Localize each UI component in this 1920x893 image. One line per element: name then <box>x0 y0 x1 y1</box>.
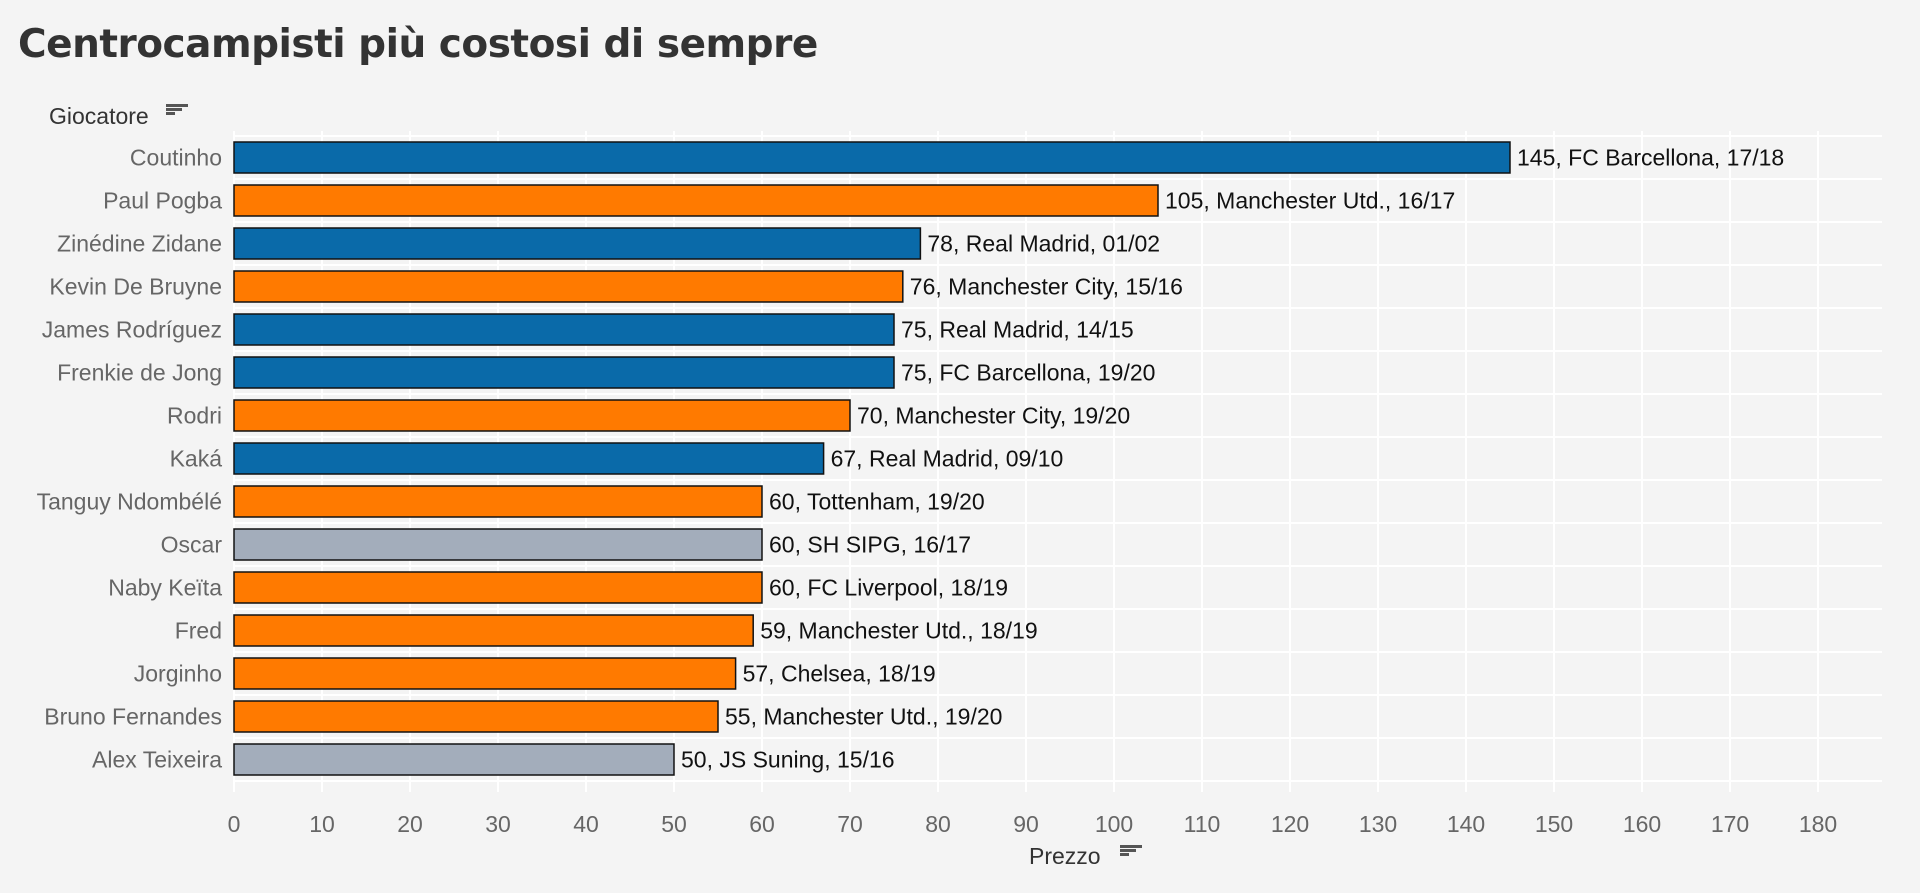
x-tick-label: 150 <box>1535 811 1573 837</box>
x-tick-label: 50 <box>661 811 687 837</box>
bar-6[interactable] <box>233 356 895 389</box>
bar-2[interactable] <box>233 184 1159 217</box>
bar-15[interactable] <box>233 743 675 776</box>
bar-8[interactable] <box>233 442 825 475</box>
bar-12[interactable] <box>233 614 754 647</box>
data-label: 70, Manchester City, 19/20 <box>857 403 1130 429</box>
data-label: 55, Manchester Utd., 19/20 <box>725 704 1002 730</box>
x-tick-label: 0 <box>228 811 241 837</box>
category-label: Kevin De Bruyne <box>49 274 222 300</box>
category-label: Jorginho <box>134 661 222 687</box>
x-tick-label: 90 <box>1013 811 1039 837</box>
data-label: 78, Real Madrid, 01/02 <box>927 231 1160 257</box>
x-tick-label: 170 <box>1711 811 1749 837</box>
bar-11[interactable] <box>233 571 763 604</box>
x-tick-label: 140 <box>1447 811 1485 837</box>
x-tick-label: 20 <box>397 811 423 837</box>
bar-7[interactable] <box>233 399 851 432</box>
y-axis-title: Giocatore <box>49 103 149 129</box>
y-axis-sort-icon[interactable] <box>166 104 188 115</box>
data-label: 60, FC Liverpool, 18/19 <box>769 575 1008 601</box>
data-label: 59, Manchester Utd., 18/19 <box>760 618 1037 644</box>
category-label: Tanguy Ndombélé <box>37 489 222 515</box>
x-tick-label: 40 <box>573 811 599 837</box>
data-label: 50, JS Suning, 15/16 <box>681 747 895 773</box>
x-tick-label: 120 <box>1271 811 1309 837</box>
data-label: 60, Tottenham, 19/20 <box>769 489 985 515</box>
x-tick-label: 80 <box>925 811 951 837</box>
data-label: 145, FC Barcellona, 17/18 <box>1517 145 1784 171</box>
bar-3[interactable] <box>233 227 922 260</box>
data-label: 76, Manchester City, 15/16 <box>910 274 1183 300</box>
data-label: 75, Real Madrid, 14/15 <box>901 317 1134 343</box>
category-label: Paul Pogba <box>103 188 222 214</box>
data-label: 75, FC Barcellona, 19/20 <box>901 360 1155 386</box>
x-tick-label: 180 <box>1799 811 1837 837</box>
data-label: 105, Manchester Utd., 16/17 <box>1165 188 1455 214</box>
bar-13[interactable] <box>233 657 737 690</box>
bar-5[interactable] <box>233 313 895 346</box>
bar-14[interactable] <box>233 700 719 733</box>
chart-title: Centrocampisti più costosi di sempre <box>18 22 818 67</box>
data-label: 67, Real Madrid, 09/10 <box>831 446 1064 472</box>
bar-9[interactable] <box>233 485 763 518</box>
bar-4[interactable] <box>233 270 904 303</box>
x-tick-label: 100 <box>1095 811 1133 837</box>
x-tick-label: 130 <box>1359 811 1397 837</box>
category-label: Fred <box>175 618 222 644</box>
x-axis-sort-icon[interactable] <box>1120 845 1142 856</box>
category-label: Rodri <box>167 403 222 429</box>
data-label: 57, Chelsea, 18/19 <box>743 661 936 687</box>
bar-10[interactable] <box>233 528 763 561</box>
category-label: Coutinho <box>130 145 222 171</box>
category-label: Zinédine Zidane <box>57 231 222 257</box>
category-label: James Rodríguez <box>42 317 222 343</box>
category-label: Naby Keïta <box>108 575 222 601</box>
category-label: Oscar <box>161 532 223 558</box>
data-label: 60, SH SIPG, 16/17 <box>769 532 971 558</box>
x-tick-label: 10 <box>309 811 335 837</box>
bar-1[interactable] <box>233 141 1511 174</box>
x-tick-label: 70 <box>837 811 863 837</box>
category-label: Alex Teixeira <box>92 747 222 773</box>
category-label: Kaká <box>170 446 223 472</box>
x-tick-label: 110 <box>1184 811 1221 837</box>
category-label: Bruno Fernandes <box>44 704 222 730</box>
category-label: Frenkie de Jong <box>57 360 222 386</box>
x-tick-label: 160 <box>1623 811 1661 837</box>
x-axis-title: Prezzo <box>1029 843 1101 869</box>
x-tick-label: 30 <box>485 811 511 837</box>
x-tick-label: 60 <box>749 811 775 837</box>
